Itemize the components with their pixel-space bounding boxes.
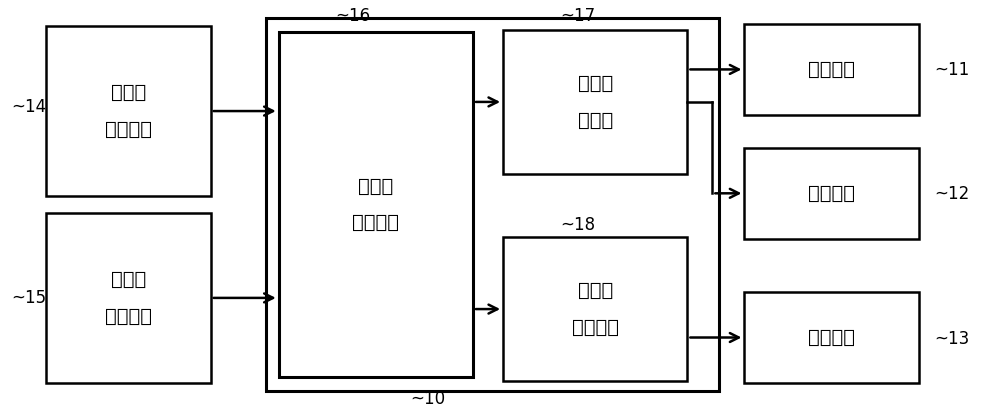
Text: ~12: ~12 [934, 185, 969, 203]
Text: ~10: ~10 [410, 390, 445, 408]
Text: ~17: ~17 [560, 7, 595, 25]
Bar [279, 32, 473, 377]
Text: 横向位置: 横向位置 [105, 307, 152, 326]
Text: ~16: ~16 [335, 7, 371, 25]
Bar [744, 148, 919, 239]
Bar [503, 30, 687, 174]
Bar [744, 24, 919, 115]
Text: 转向装置: 转向装置 [808, 60, 855, 79]
Text: ~14: ~14 [11, 98, 46, 116]
Bar [46, 212, 211, 383]
Text: 检测部: 检测部 [111, 270, 146, 289]
Bar [503, 237, 687, 381]
Text: 驱动装置: 驱动装置 [808, 184, 855, 203]
Text: 设定部: 设定部 [578, 281, 613, 300]
Text: 车道形状: 车道形状 [105, 120, 152, 139]
Text: 生成部: 生成部 [358, 177, 393, 196]
Text: ~13: ~13 [934, 330, 969, 348]
Text: 制动装置: 制动装置 [808, 328, 855, 347]
Text: ~18: ~18 [560, 216, 595, 234]
Bar [46, 26, 211, 196]
Text: 行驶速度: 行驶速度 [572, 318, 619, 337]
Text: ~15: ~15 [11, 289, 46, 307]
Bar [744, 292, 919, 383]
Text: 设定部: 设定部 [578, 74, 613, 93]
Text: 行驶路径: 行驶路径 [352, 213, 399, 232]
Text: 检测部: 检测部 [111, 83, 146, 102]
Text: ~11: ~11 [934, 61, 969, 79]
Bar [266, 18, 719, 391]
Text: 转弯量: 转弯量 [578, 111, 613, 130]
